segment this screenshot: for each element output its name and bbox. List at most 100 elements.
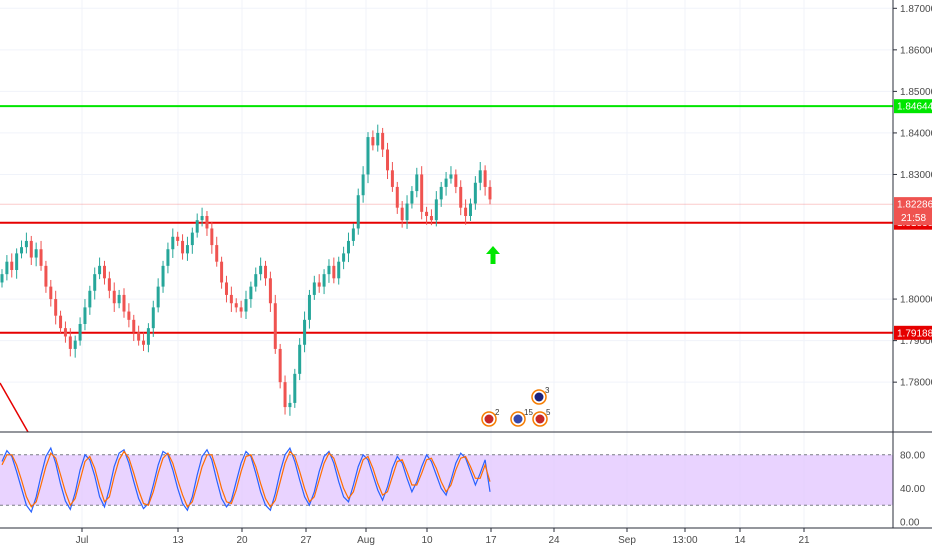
- candle-body: [117, 294, 121, 304]
- candle-body: [439, 186, 443, 200]
- price-label-resistance[interactable]: 1.84644: [894, 99, 932, 114]
- candle-body: [185, 245, 189, 254]
- candle-body: [268, 278, 272, 304]
- candle: [239, 300, 243, 318]
- price-tick-label: 1.79000: [900, 336, 932, 347]
- candle: [254, 267, 258, 292]
- candle-body: [298, 344, 302, 374]
- price-label-support-lower[interactable]: 1.79188: [894, 325, 932, 340]
- candle: [425, 206, 429, 225]
- candle: [415, 167, 419, 198]
- candle-body: [98, 265, 102, 275]
- candle: [386, 142, 390, 180]
- candle: [107, 271, 111, 299]
- candle: [439, 181, 443, 207]
- candle-body: [386, 149, 390, 171]
- candle: [88, 285, 92, 315]
- candle: [220, 256, 224, 289]
- candle-body: [24, 240, 28, 248]
- candle-body: [20, 247, 24, 254]
- candle-body: [395, 186, 399, 208]
- candle: [312, 275, 316, 300]
- candle-body: [449, 174, 453, 179]
- candle: [215, 236, 219, 267]
- candle: [34, 242, 38, 267]
- candle-body: [29, 240, 33, 258]
- candle: [366, 132, 370, 184]
- price-tick-label: 1.83000: [900, 170, 932, 181]
- candle: [166, 242, 170, 274]
- price-axis[interactable]: 1.87000 1.86000 1.85000 1.84000 1.83000 1.800…: [892, 0, 932, 529]
- candle-body: [49, 286, 53, 300]
- candle-body: [381, 132, 385, 150]
- us-flag-event-icon[interactable]: 5: [532, 408, 551, 427]
- candle-body: [278, 348, 282, 383]
- candle-body: [156, 286, 160, 308]
- uk-flag-event-icon[interactable]: 2: [481, 408, 500, 427]
- flag-icon: [534, 392, 544, 402]
- candle: [176, 231, 180, 246]
- candle-body: [478, 170, 482, 183]
- candle-body: [234, 303, 238, 308]
- time-tick-label: Jul: [76, 535, 89, 546]
- candle-body: [122, 294, 126, 312]
- price-tick-label: 1.86000: [900, 45, 932, 56]
- time-tick-label: Aug: [357, 535, 375, 546]
- candle: [29, 235, 33, 266]
- candle: [434, 191, 438, 227]
- eu-flag-event-icon[interactable]: 15: [510, 408, 533, 427]
- candle-body: [151, 307, 155, 329]
- price-label-bg: [894, 99, 932, 114]
- candle: [102, 260, 106, 285]
- trend-line[interactable]: [0, 382, 29, 433]
- candle: [39, 240, 43, 271]
- candle: [195, 213, 199, 238]
- candle-body: [464, 207, 468, 216]
- candle-body: [229, 294, 233, 304]
- time-tick-label: 24: [548, 535, 560, 546]
- candle-body: [39, 249, 43, 266]
- candle: [122, 288, 126, 318]
- candle-body: [59, 315, 63, 329]
- candle: [444, 171, 448, 196]
- candle: [283, 375, 287, 415]
- candle-body: [415, 174, 419, 192]
- candle-body: [307, 294, 311, 320]
- candle: [410, 186, 414, 209]
- stochastic-pane[interactable]: [0, 431, 932, 514]
- candle-body: [410, 191, 414, 204]
- candle: [205, 211, 209, 236]
- time-tick-label: 20: [236, 535, 248, 546]
- candle: [259, 257, 263, 281]
- candle-body: [15, 253, 19, 270]
- price-tick-label: 1.78000: [900, 378, 932, 389]
- candle-body: [181, 240, 185, 254]
- last-price-label[interactable]: 1.82286 21:58: [894, 197, 932, 226]
- candle: [395, 181, 399, 214]
- candle: [132, 314, 136, 342]
- candle-body: [239, 307, 243, 312]
- time-tick-label: 27: [300, 535, 312, 546]
- candle-body: [137, 332, 141, 341]
- candle: [307, 289, 311, 329]
- candle: [93, 267, 97, 300]
- candle: [73, 335, 77, 358]
- candle-body: [390, 170, 394, 187]
- chart-grid: [0, 0, 893, 528]
- price-label-text: 1.79188: [897, 328, 932, 339]
- candle: [156, 278, 160, 313]
- candle: [356, 188, 360, 235]
- candle: [346, 232, 350, 263]
- candle: [181, 234, 185, 260]
- candle-body: [34, 249, 38, 258]
- time-axis[interactable]: Jul 13 20 27 Aug 10 17 24 Sep 13:00 14 21: [0, 527, 932, 546]
- candle-body: [337, 261, 341, 279]
- candle-body: [215, 245, 219, 262]
- au-flag-event-icon[interactable]: 3: [531, 386, 550, 405]
- candle: [376, 124, 380, 152]
- candle: [10, 253, 14, 278]
- candle: [468, 198, 472, 221]
- candle: [63, 321, 67, 343]
- candle-body: [351, 228, 355, 241]
